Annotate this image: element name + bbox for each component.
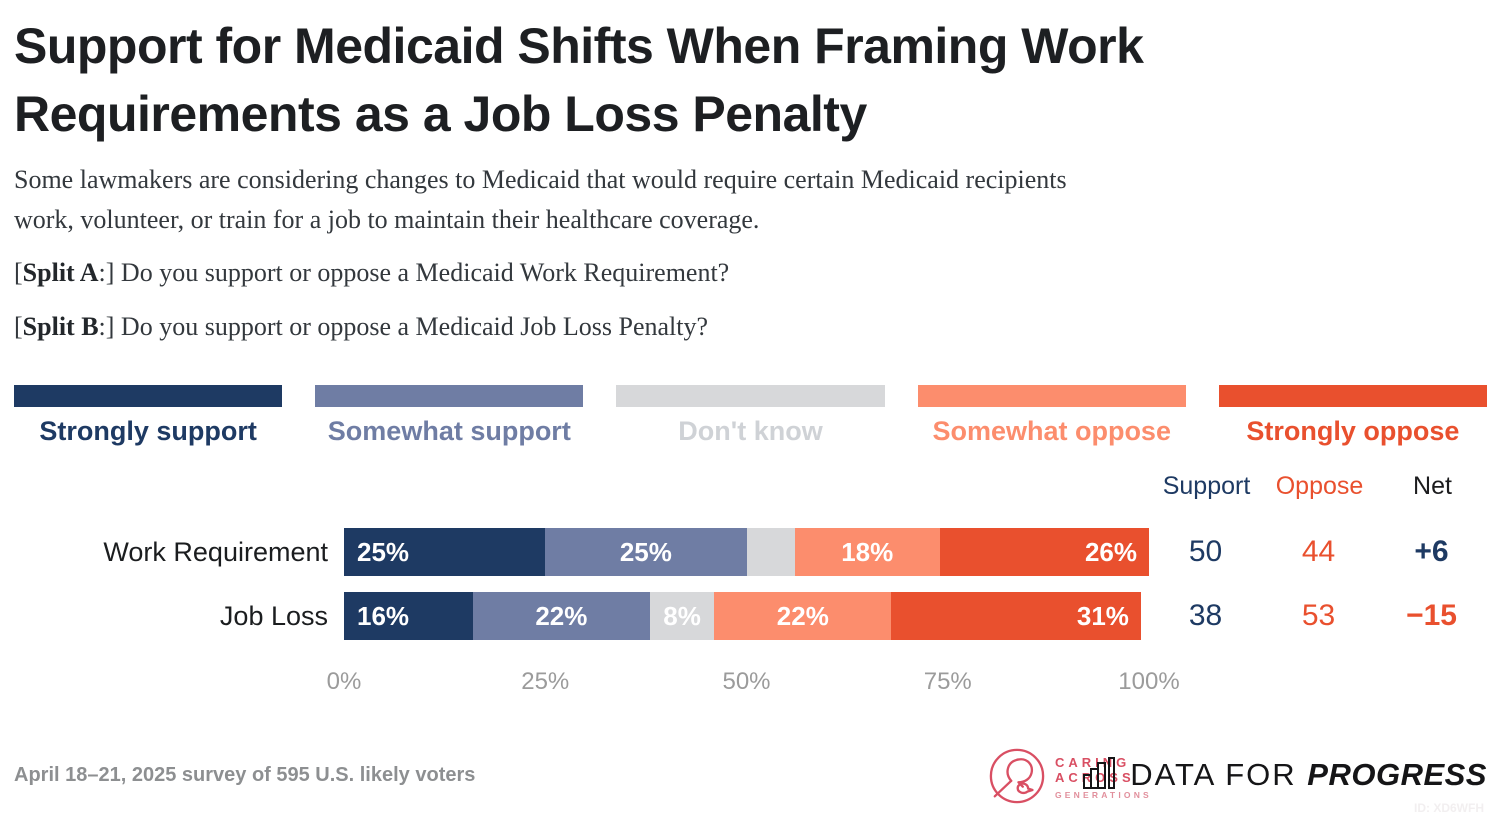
summary-header-row: Support Oppose Net xyxy=(1150,472,1490,501)
legend-swatch xyxy=(616,385,885,407)
segment-label: 26% xyxy=(1084,536,1137,567)
x-axis: 0% 25% 50% 75% 100% xyxy=(327,668,1180,698)
bar-segment: 8% xyxy=(649,592,715,640)
segment-label: 18% xyxy=(841,536,894,567)
dfp-wordmark: DATA FOR PROGRESS xyxy=(1130,757,1487,793)
legend-item-somewhat-oppose: Somewhat oppose xyxy=(917,385,1186,447)
chart-id: ID: XD6WFH xyxy=(1414,801,1484,815)
bar-segment: 22% xyxy=(472,592,650,640)
x-axis-tick: 75% xyxy=(923,668,972,695)
dfp-word-datafor: DATA FOR xyxy=(1130,757,1308,792)
bar-segment xyxy=(746,528,795,576)
x-axis-tick: 100% xyxy=(1118,668,1180,695)
split-a-label: Split A xyxy=(22,258,99,287)
segment-label: 25% xyxy=(357,536,410,567)
segment-label: 16% xyxy=(357,600,410,631)
row-summary: 50 44 +6 xyxy=(1149,535,1488,569)
caring-word-generations: GENERATIONS xyxy=(1055,789,1152,800)
segment-label: 22% xyxy=(535,600,588,631)
split-b-label: Split B xyxy=(22,312,99,341)
net-value: −15 xyxy=(1406,599,1457,632)
stacked-bar: 25% 25% 18% 26% xyxy=(344,528,1149,576)
bar-segment: 16% xyxy=(344,592,473,640)
support-value: 38 xyxy=(1188,599,1223,632)
survey-description-line2: work, volunteer, or train for a job to m… xyxy=(14,205,760,234)
row-label-work-requirement: Work Requirement xyxy=(103,536,328,567)
x-axis-tick: 0% xyxy=(326,668,362,695)
bar-segment: 31% xyxy=(891,592,1141,640)
segment-label: 31% xyxy=(1076,600,1129,631)
legend-item-strongly-oppose: Strongly oppose xyxy=(1218,385,1488,447)
stacked-bar: 16% 22% 8% 22% 31% xyxy=(344,592,1149,640)
net-value: +6 xyxy=(1414,535,1449,568)
legend-swatch xyxy=(315,385,584,407)
support-value: 50 xyxy=(1188,535,1223,568)
oppose-value: 44 xyxy=(1301,535,1336,568)
page-title-line1: Support for Medicaid Shifts When Framing… xyxy=(14,18,1144,74)
x-axis-tick: 25% xyxy=(521,668,570,695)
legend-label: Strongly oppose xyxy=(1246,416,1460,446)
bar-chart-icon xyxy=(1082,755,1120,796)
survey-footnote: April 18–21, 2025 survey of 595 U.S. lik… xyxy=(14,764,476,786)
bar-segment: 18% xyxy=(794,528,940,576)
table-row: Work Requirement 25% 25% 18% 26% 50 44 +6 xyxy=(14,528,1500,576)
legend: Strongly support Somewhat support Don't kn… xyxy=(14,385,1488,447)
legend-label: Somewhat support xyxy=(327,416,571,446)
legend-item-don-t-know: Don't know xyxy=(616,385,885,447)
split-a-bracket: [ xyxy=(14,258,23,287)
dfp-word-progress: PROGRESS xyxy=(1307,757,1487,792)
column-header-oppose: Oppose xyxy=(1275,472,1364,500)
column-header-support: Support xyxy=(1162,472,1251,500)
legend-swatch xyxy=(14,385,283,407)
legend-label: Don't know xyxy=(678,416,823,446)
split-a-text: :] Do you support or oppose a Medicaid W… xyxy=(98,258,730,287)
segment-label: 25% xyxy=(619,536,672,567)
segment-label: 22% xyxy=(776,600,829,631)
legend-swatch xyxy=(917,385,1186,407)
dfp-logo: DATA FOR PROGRESS xyxy=(1082,752,1487,798)
bar-segment: 22% xyxy=(714,592,892,640)
split-b-question: [Split B:] Do you support or oppose a Me… xyxy=(14,312,1484,342)
oppose-value: 53 xyxy=(1301,599,1336,632)
split-a-question: [Split A:] Do you support or oppose a Me… xyxy=(14,258,1484,288)
legend-item-strongly-support: Strongly support xyxy=(14,385,283,447)
split-b-text: :] Do you support or oppose a Medicaid J… xyxy=(98,312,709,341)
table-row: Job Loss 16% 22% 8% 22% 31% 38 53 −15 xyxy=(14,592,1500,640)
bar-segment: 25% xyxy=(344,528,546,576)
chart-area: Work Requirement 25% 25% 18% 26% 50 44 +6 Job Lo… xyxy=(14,528,1500,656)
survey-description-line1: Some lawmakers are considering changes t… xyxy=(14,165,1067,194)
page-title: Support for Medicaid Shifts When Framing… xyxy=(14,12,1484,148)
row-label-job-loss: Job Loss xyxy=(219,600,328,631)
x-axis-tick: 50% xyxy=(722,668,771,695)
split-b-bracket: [ xyxy=(14,312,23,341)
bar-segment: 26% xyxy=(939,528,1149,576)
legend-item-somewhat-support: Somewhat support xyxy=(315,385,584,447)
segment-label: 8% xyxy=(663,600,701,631)
bird-icon xyxy=(988,747,1046,810)
bar-segment: 25% xyxy=(545,528,747,576)
legend-label: Somewhat oppose xyxy=(932,416,1171,446)
legend-swatch xyxy=(1218,385,1488,407)
survey-description: Some lawmakers are considering changes t… xyxy=(14,160,1484,240)
column-header-net: Net xyxy=(1413,472,1452,500)
legend-label: Strongly support xyxy=(39,416,257,446)
caring-word-across: ACROSS xyxy=(1055,769,1135,785)
page-title-line2: Requirements as a Job Loss Penalty xyxy=(14,86,867,142)
row-summary: 38 53 −15 xyxy=(1149,599,1488,633)
